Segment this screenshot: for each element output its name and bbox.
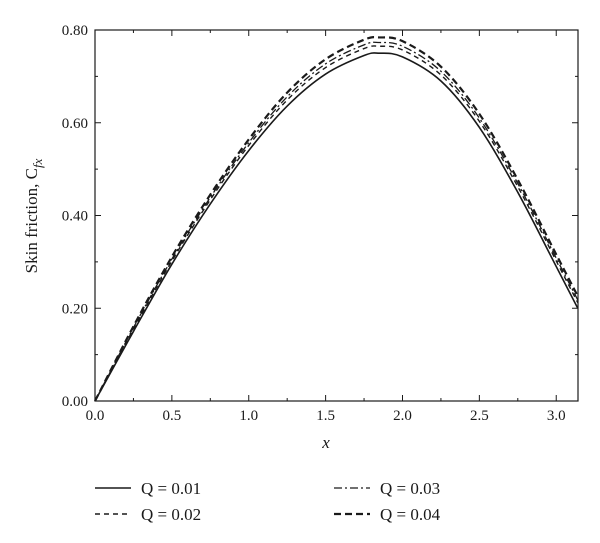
x-tick-label: 1.0	[239, 408, 258, 424]
series-lines	[94, 35, 579, 402]
axis-ticks	[94, 29, 578, 402]
y-tick-label: 0.80	[62, 23, 88, 39]
x-tick-label: 1.5	[316, 408, 335, 424]
series-line-3	[94, 41, 579, 402]
legend-label-3: Q = 0.03	[380, 479, 440, 498]
y-tick-label: 0.20	[62, 301, 88, 317]
y-tick-label: 0.40	[62, 209, 88, 225]
legend: Q = 0.01 Q = 0.02 Q = 0.03 Q = 0.04	[95, 479, 441, 524]
x-tick-label: 0.0	[86, 408, 105, 424]
y-axis-label-subscript: fx	[30, 158, 45, 168]
legend-label-2: Q = 0.02	[141, 505, 201, 524]
y-axis-label: Skin friction, Cfx	[22, 158, 45, 273]
series-line-4	[94, 35, 579, 402]
y-tick-label: 0.60	[62, 116, 88, 132]
x-tick-label: 3.0	[547, 408, 566, 424]
series-line-1	[94, 52, 579, 402]
x-tick-label: 0.5	[162, 408, 181, 424]
series-line-2	[94, 45, 579, 402]
x-tick-label: 2.5	[470, 408, 489, 424]
tick-labels: 0.0 0.5 1.0 1.5 2.0 2.5 3.0 0.00 0.20 0.40 0.60 0.8…	[62, 23, 566, 424]
legend-label-4: Q = 0.04	[380, 505, 441, 524]
x-tick-label: 2.0	[393, 408, 412, 424]
legend-label-1: Q = 0.01	[141, 479, 201, 498]
x-axis-label: x	[321, 433, 330, 452]
y-axis-label-text: Skin friction, C	[22, 168, 41, 273]
y-tick-label: 0.00	[62, 394, 88, 410]
plot-frame	[94, 29, 579, 402]
